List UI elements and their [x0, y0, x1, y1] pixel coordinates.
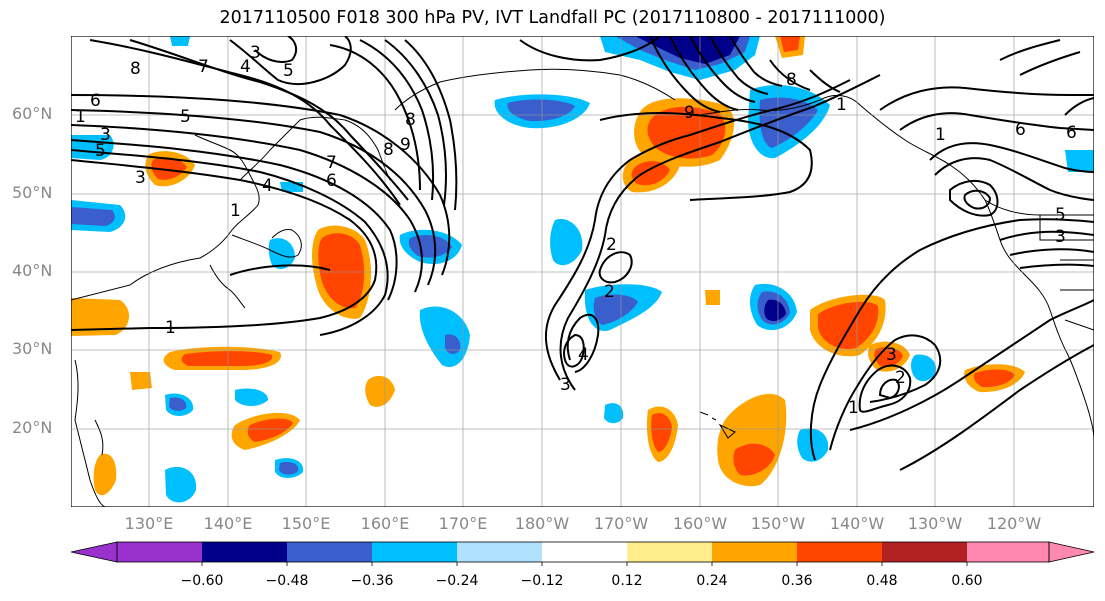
- lon-label-150w: 150°W: [750, 514, 806, 533]
- svg-text:4: 4: [240, 57, 251, 77]
- lon-label-150e: 150°E: [281, 514, 331, 533]
- svg-text:6: 6: [90, 91, 101, 111]
- svg-text:8: 8: [383, 140, 394, 160]
- lat-label-50n: 50°N: [12, 183, 53, 202]
- svg-text:5: 5: [180, 107, 191, 127]
- graticule: [71, 36, 1094, 507]
- colorbar: [70, 541, 1095, 566]
- colorbar-tick: 0.48: [866, 573, 898, 589]
- colorbar-tick: 0.36: [781, 573, 813, 589]
- colorbar-tick: 0.60: [951, 573, 983, 589]
- svg-text:1: 1: [935, 125, 946, 145]
- colorbar-tick: 0.24: [696, 573, 728, 589]
- svg-text:5: 5: [1055, 205, 1066, 225]
- lon-label-180w: 180°W: [514, 514, 570, 533]
- lat-label-60n: 60°N: [12, 104, 53, 123]
- svg-text:5: 5: [95, 141, 106, 161]
- svg-text:1: 1: [75, 107, 86, 127]
- pv-shading: [71, 36, 1094, 503]
- lon-label-160e: 160°E: [360, 514, 410, 533]
- lon-label-160w: 160°W: [672, 514, 728, 533]
- svg-text:1: 1: [836, 95, 847, 115]
- svg-text:3: 3: [1055, 227, 1066, 247]
- lon-label-170w: 170°W: [593, 514, 649, 533]
- svg-text:2: 2: [895, 368, 906, 388]
- svg-text:4: 4: [262, 176, 273, 196]
- svg-text:1: 1: [848, 398, 859, 418]
- ivt-contours: [71, 36, 1094, 471]
- svg-text:3: 3: [560, 375, 571, 395]
- lat-label-30n: 30°N: [12, 339, 53, 358]
- svg-text:5: 5: [283, 61, 294, 81]
- svg-text:3: 3: [100, 125, 111, 145]
- svg-text:3: 3: [250, 43, 261, 63]
- lon-label-130w: 130°W: [907, 514, 963, 533]
- colorbar-tick: −0.48: [265, 573, 309, 589]
- svg-text:6: 6: [326, 171, 337, 191]
- svg-text:8: 8: [405, 110, 416, 130]
- lon-label-130e: 130°E: [124, 514, 174, 533]
- lon-label-120w: 120°W: [986, 514, 1042, 533]
- colorbar-tick: −0.12: [520, 573, 564, 589]
- svg-text:9: 9: [684, 103, 695, 123]
- svg-text:9: 9: [400, 135, 411, 155]
- colorbar-tick: −0.24: [435, 573, 479, 589]
- colorbar-tick: −0.36: [350, 573, 394, 589]
- lat-label-40n: 40°N: [12, 261, 53, 280]
- map-plot-area: 8 7 4 3 5 6 5 1 3 5 3 4 1 6 7 8 9 8 2 2 …: [71, 36, 1094, 507]
- svg-text:2: 2: [604, 282, 615, 302]
- svg-text:1: 1: [230, 201, 241, 221]
- contour-labels: 8 7 4 3 5 6 5 1 3 5 3 4 1 6 7 8 9 8 2 2 …: [75, 43, 1077, 418]
- lon-label-170e: 170°E: [438, 514, 488, 533]
- svg-text:4: 4: [578, 345, 589, 365]
- svg-text:7: 7: [198, 57, 209, 77]
- map-title: 2017110500 F018 300 hPa PV, IVT Landfall…: [219, 8, 886, 28]
- colorbar-tick: 0.12: [611, 573, 643, 589]
- svg-text:6: 6: [1015, 120, 1026, 140]
- svg-text:6: 6: [1066, 123, 1077, 143]
- svg-text:8: 8: [130, 59, 141, 79]
- svg-text:7: 7: [326, 153, 337, 173]
- svg-text:1: 1: [165, 318, 176, 338]
- lat-label-20n: 20°N: [12, 418, 53, 437]
- svg-text:3: 3: [135, 168, 146, 188]
- lon-label-140w: 140°W: [829, 514, 885, 533]
- svg-text:8: 8: [786, 70, 797, 90]
- colorbar-tick: −0.60: [180, 573, 224, 589]
- svg-text:3: 3: [886, 345, 897, 365]
- svg-text:2: 2: [606, 235, 617, 255]
- lon-label-140e: 140°E: [203, 514, 253, 533]
